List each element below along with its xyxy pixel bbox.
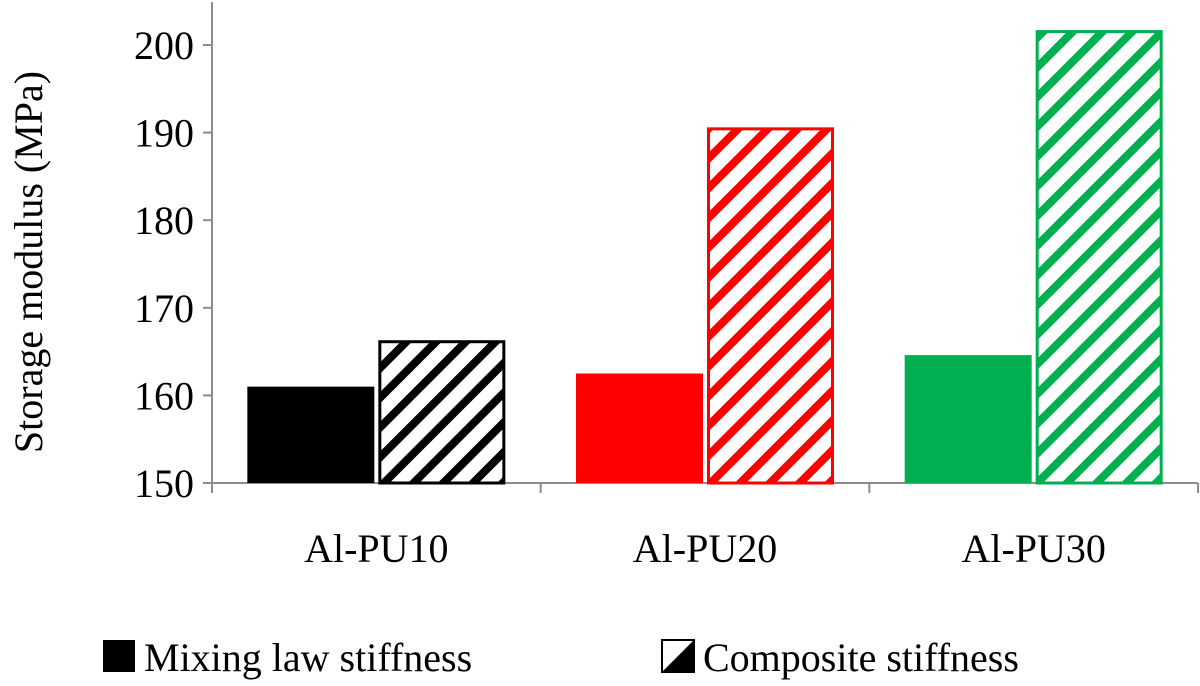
legend-label-composite: Composite stiffness bbox=[703, 635, 1019, 680]
x-category-label: Al-PU30 bbox=[961, 526, 1105, 571]
legend-swatch-mixing-law bbox=[103, 640, 135, 672]
bar-composite-stiffness-al-pu10 bbox=[378, 340, 506, 485]
y-tick-label: 180 bbox=[134, 198, 194, 243]
category-labels: Al-PU10 Al-PU20 Al-PU30 bbox=[304, 526, 1106, 571]
y-tick-label: 170 bbox=[134, 286, 194, 331]
y-axis-label: Storage modulus (MPa) bbox=[6, 71, 51, 453]
bars bbox=[247, 30, 1163, 485]
bar-mixing-law-stiffness-al-pu30 bbox=[904, 355, 1032, 483]
y-tick-label: 160 bbox=[134, 373, 194, 418]
bar-mixing-law-stiffness-al-pu10 bbox=[247, 386, 375, 483]
legend-label-mixing-law: Mixing law stiffness bbox=[144, 635, 472, 680]
x-ticks bbox=[211, 483, 1199, 493]
bar-mixing-law-stiffness-al-pu20 bbox=[576, 373, 703, 483]
axes bbox=[211, 2, 1198, 484]
x-category-label: Al-PU20 bbox=[633, 526, 777, 571]
y-tick-label: 150 bbox=[134, 461, 194, 506]
y-tick-label: 200 bbox=[134, 23, 194, 68]
x-category-label: Al-PU10 bbox=[304, 526, 448, 571]
y-ticks: 150 160 170 180 190 200 bbox=[134, 23, 212, 506]
bar-composite-stiffness-al-pu30 bbox=[1035, 30, 1163, 485]
legend: Mixing law stiffness Composite stiffness bbox=[103, 635, 1019, 680]
legend-swatch-composite-fill bbox=[662, 640, 694, 672]
bar-composite-stiffness-al-pu20 bbox=[707, 127, 834, 485]
y-tick-label: 190 bbox=[134, 111, 194, 156]
